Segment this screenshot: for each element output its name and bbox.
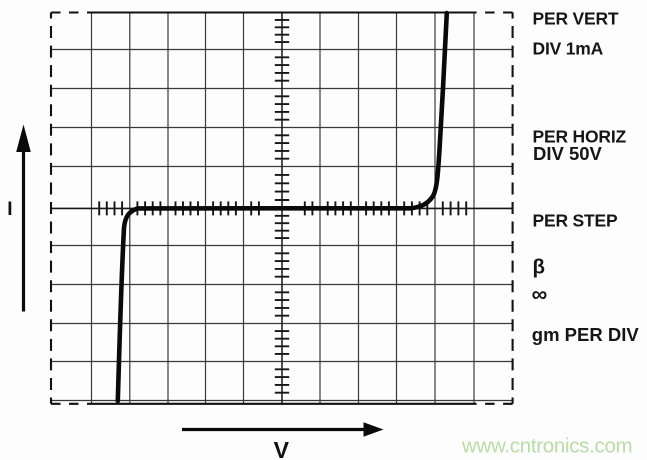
svg-text:PER STEP: PER STEP — [533, 210, 618, 230]
svg-text:gm PER DIV: gm PER DIV — [532, 324, 640, 345]
svg-text:∞: ∞ — [532, 282, 548, 307]
svg-text:www.cntronics.com: www.cntronics.com — [461, 435, 632, 458]
svg-text:PER VERT: PER VERT — [533, 8, 619, 28]
svg-text:I: I — [7, 199, 12, 220]
svg-text:DIV 50V: DIV 50V — [533, 143, 603, 164]
svg-text:DIV 1mA: DIV 1mA — [533, 38, 604, 58]
svg-text:PER HORIZ: PER HORIZ — [533, 126, 627, 146]
svg-text:β: β — [533, 256, 546, 279]
svg-text:V: V — [274, 437, 290, 460]
